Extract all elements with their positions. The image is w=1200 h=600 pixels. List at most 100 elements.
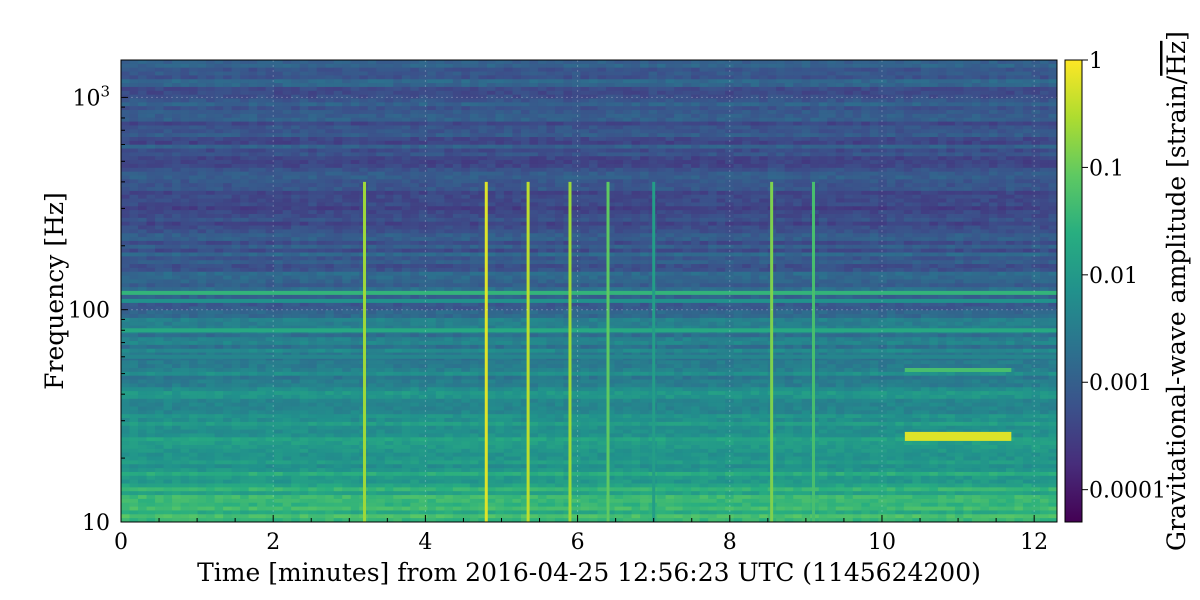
heatmap-cell	[631, 75, 641, 80]
heatmap-cell	[214, 140, 224, 146]
heatmap-cell	[912, 121, 922, 127]
heatmap-cell	[384, 214, 394, 219]
heatmap-cell	[1039, 121, 1050, 127]
heatmap-cell	[631, 144, 641, 150]
heatmap-cell	[291, 63, 301, 69]
heatmap-cell	[665, 202, 675, 207]
heatmap-cell	[835, 113, 845, 119]
heatmap-cell	[367, 233, 377, 238]
heatmap-cell	[648, 79, 658, 84]
heatmap-cell	[997, 144, 1007, 150]
heatmap-cell	[1031, 102, 1041, 107]
heatmap-cell	[231, 102, 241, 107]
heatmap-cell	[980, 171, 990, 177]
heatmap-cell	[733, 102, 743, 107]
heatmap-cell	[291, 106, 301, 111]
heatmap-cell	[554, 83, 565, 88]
heatmap-cell	[478, 137, 488, 142]
heatmap-cell	[410, 83, 420, 88]
heatmap-cell	[563, 171, 573, 177]
heatmap-cell	[589, 137, 599, 142]
heatmap-cell	[631, 90, 641, 96]
heatmap-cell	[1048, 60, 1057, 65]
heatmap-cell	[1031, 60, 1041, 65]
heatmap-cell	[954, 144, 964, 150]
heatmap-cell	[223, 113, 233, 119]
heatmap-cell	[197, 167, 207, 173]
heatmap-cell	[495, 106, 505, 111]
heatmap-cell	[495, 110, 505, 115]
heatmap-cell	[478, 171, 488, 177]
heatmap-cell	[520, 137, 531, 142]
heatmap-cell	[121, 113, 131, 119]
heatmap-cell	[589, 102, 599, 107]
heatmap-cell	[121, 75, 131, 80]
heatmap-cell	[223, 229, 233, 234]
heatmap-cell	[214, 148, 224, 153]
heatmap-cell	[589, 160, 599, 165]
heatmap-cell	[852, 167, 862, 173]
heatmap-cell	[665, 67, 675, 73]
heatmap-cell	[623, 198, 633, 204]
heatmap-cell	[163, 194, 173, 200]
heatmap-cell	[716, 163, 726, 169]
heatmap-cell	[367, 187, 377, 192]
heatmap-cell	[1031, 190, 1041, 196]
heatmap-cell	[640, 110, 650, 115]
heatmap-cell	[835, 171, 845, 177]
heatmap-cell	[988, 129, 999, 134]
heatmap-cell	[903, 71, 913, 76]
heatmap-cell	[869, 194, 879, 200]
heatmap-cell	[461, 125, 471, 130]
heatmap-cell	[784, 225, 794, 230]
heatmap-cell	[146, 187, 156, 192]
heatmap-cell	[206, 152, 216, 157]
heatmap-cell	[878, 148, 888, 153]
heatmap-cell	[308, 125, 318, 130]
heatmap-cell	[189, 117, 199, 123]
heatmap-cell	[486, 171, 496, 177]
heatmap-cell	[912, 144, 922, 150]
heatmap-cell	[180, 137, 190, 142]
heatmap-cell	[682, 229, 692, 234]
heatmap-cell	[325, 71, 335, 76]
heatmap-cell	[878, 90, 888, 96]
heatmap-cell	[367, 194, 377, 200]
heatmap-cell	[1022, 152, 1033, 157]
heatmap-cell	[912, 137, 922, 142]
heatmap-cell	[691, 83, 701, 88]
heatmap-cell	[367, 160, 377, 165]
heatmap-cell	[835, 140, 845, 146]
heatmap-cell	[376, 148, 386, 153]
heatmap-cell	[946, 187, 956, 192]
heatmap-cell	[478, 225, 488, 230]
heatmap-cell	[299, 229, 309, 234]
heatmap-cell	[121, 129, 131, 134]
heatmap-cell	[997, 198, 1007, 204]
heatmap-cell	[742, 60, 752, 65]
heatmap-cell	[384, 179, 394, 184]
heatmap-cell	[503, 187, 514, 192]
heatmap-cell	[614, 221, 624, 227]
heatmap-cell	[614, 60, 624, 65]
heatmap-cell	[674, 183, 684, 188]
heatmap-cell	[367, 117, 377, 123]
heatmap-cell	[512, 67, 522, 73]
heatmap-cell	[759, 129, 769, 134]
heatmap-cell	[640, 79, 650, 84]
heatmap-cell	[163, 206, 173, 211]
heatmap-cell	[954, 117, 964, 123]
heatmap-cell	[606, 144, 616, 150]
heatmap-cell	[827, 86, 837, 92]
heatmap-cell	[554, 229, 565, 234]
heatmap-cell	[1022, 94, 1033, 100]
heatmap-cell	[138, 194, 148, 200]
heatmap-cell	[997, 167, 1007, 173]
heatmap-cell	[920, 214, 930, 219]
heatmap-cell	[495, 129, 505, 134]
heatmap-cell	[333, 75, 343, 80]
heatmap-cell	[750, 179, 760, 184]
heatmap-cell	[333, 183, 343, 188]
heatmap-cell	[818, 190, 828, 196]
heatmap-cell	[461, 175, 471, 180]
